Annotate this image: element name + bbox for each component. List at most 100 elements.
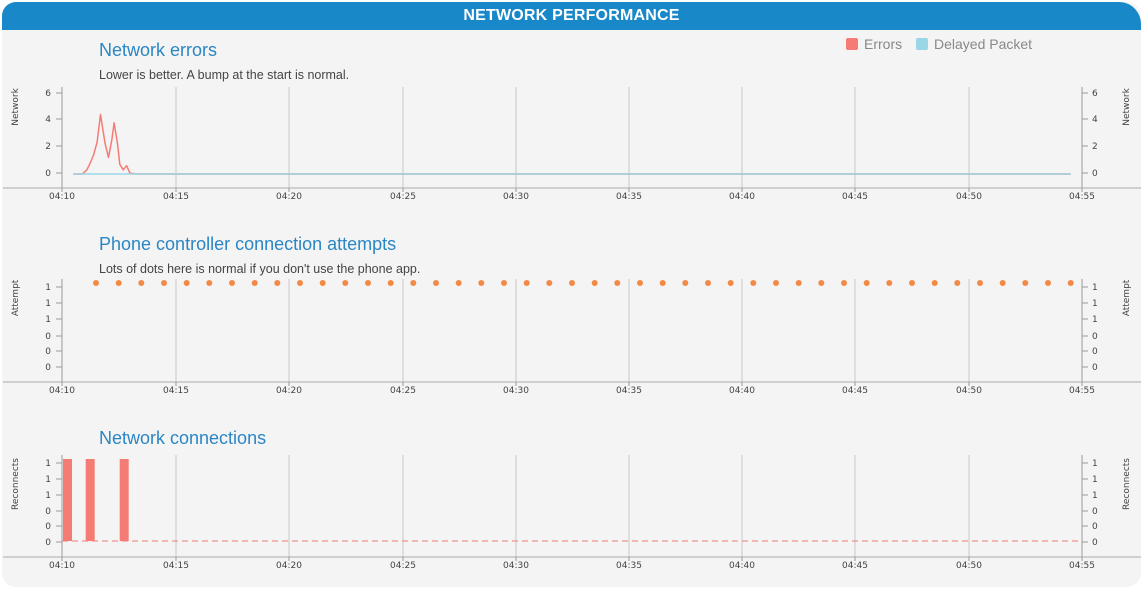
- panel-title: NETWORK PERFORMANCE: [463, 7, 680, 24]
- chart-2-y-tick-label-right: 1: [1092, 283, 1098, 293]
- chart-1-y-axis-label-left: Network: [11, 87, 21, 125]
- chart-3-y-tick-label-left: 1: [45, 459, 51, 469]
- panel-header: NETWORK PERFORMANCE: [2, 2, 1141, 30]
- chart-1-x-tick-label: 04:20: [276, 192, 302, 202]
- attempt-dot: [727, 280, 734, 286]
- chart-1-x-tick-label: 04:45: [842, 192, 868, 202]
- chart-2-y-tick-label-right: 0: [1092, 332, 1098, 342]
- reconnect-bar: [119, 459, 129, 541]
- attempt-dot: [115, 280, 122, 286]
- chart-2-x-tick-label: 04:35: [616, 386, 642, 396]
- chart-1-x-tick-label: 04:15: [163, 192, 189, 202]
- attempt-dot: [773, 280, 779, 286]
- chart-1-y-axis-label-right: Network: [1122, 87, 1132, 125]
- chart-2-y-tick-label-left: 1: [45, 299, 51, 309]
- chart-2-y-tick-label-right: 0: [1092, 363, 1098, 373]
- attempt-dot: [1022, 280, 1029, 286]
- attempt-dot: [682, 280, 689, 286]
- attempt-dot: [909, 280, 915, 286]
- chart-3-y-tick-label-left: 0: [45, 507, 51, 517]
- chart-3-x-tick-label: 04:40: [729, 561, 755, 571]
- chart-1-x-tick-label: 04:25: [390, 192, 416, 202]
- attempt-dot: [365, 280, 371, 286]
- chart-1-legend-swatch: [846, 38, 858, 50]
- chart-1-legend-swatch: [916, 38, 928, 50]
- chart-3-y-tick-label-right: 1: [1092, 459, 1098, 469]
- chart-3-x-tick-label: 04:30: [503, 561, 529, 571]
- reconnect-bar: [63, 459, 72, 541]
- chart-2-y-tick-label-right: 1: [1092, 299, 1098, 309]
- attempt-dot: [569, 280, 575, 286]
- attempt-dot: [274, 280, 281, 286]
- chart-3-title: Network connections: [99, 428, 266, 448]
- errors-line: [73, 113, 1071, 175]
- attempt-dot: [886, 280, 893, 286]
- attempt-dot: [433, 280, 439, 286]
- chart-1-y-tick-label-right: 0: [1092, 169, 1098, 179]
- chart-1-legend-label: Errors: [864, 36, 902, 52]
- attempt-dot: [705, 280, 711, 286]
- attempt-dot: [999, 280, 1006, 286]
- chart-1-y-tick-label-left: 0: [45, 169, 51, 179]
- attempt-dot: [977, 280, 983, 286]
- chart-2-x-tick-label: 04:50: [956, 386, 982, 396]
- attempt-dot: [297, 280, 303, 286]
- attempt-dot: [818, 280, 825, 286]
- chart-2-y-axis-label-right: Attempt: [1122, 279, 1132, 316]
- chart-3-x-tick-label: 04:15: [163, 561, 189, 571]
- attempt-dot: [863, 280, 870, 286]
- chart-2-x-tick-label: 04:20: [276, 386, 302, 396]
- chart-3-y-tick-label-right: 1: [1092, 475, 1098, 485]
- chart-1-x-tick-label: 04:55: [1069, 192, 1095, 202]
- attempt-dot: [1067, 280, 1074, 286]
- attempt-dot: [161, 280, 167, 286]
- chart-3-y-tick-label-right: 0: [1092, 507, 1098, 517]
- chart-3-y-tick-label-left: 0: [45, 522, 51, 532]
- attempt-dot: [478, 280, 485, 286]
- chart-1-y-tick-label-left: 4: [45, 115, 51, 125]
- attempt-dot: [229, 280, 235, 286]
- chart-1-subtitle: Lower is better. A bump at the start is …: [99, 68, 349, 82]
- chart-2-y-tick-label-left: 0: [45, 347, 51, 357]
- chart-1-x-tick-label: 04:40: [729, 192, 755, 202]
- chart-1-x-tick-label: 04:35: [616, 192, 642, 202]
- chart-1-legend-label: Delayed Packet: [934, 36, 1032, 52]
- attempt-dot: [138, 280, 145, 286]
- chart-1-x-tick-label: 04:30: [503, 192, 529, 202]
- attempt-dot: [183, 280, 190, 286]
- chart-2-y-tick-label-left: 1: [45, 315, 51, 325]
- attempt-dot: [614, 280, 621, 286]
- chart-2-subtitle: Lots of dots here is normal if you don't…: [99, 262, 420, 276]
- chart-3-y-tick-label-right: 0: [1092, 538, 1098, 548]
- attempt-dot: [93, 280, 99, 286]
- chart-3-x-tick-label: 04:25: [390, 561, 416, 571]
- reconnect-bar: [85, 459, 95, 541]
- chart-1-y-tick-label-left: 6: [45, 89, 51, 99]
- attempt-dot: [410, 280, 417, 286]
- chart-2-x-tick-label: 04:15: [163, 386, 189, 396]
- attempt-dot: [750, 280, 757, 286]
- chart-2-x-tick-label: 04:25: [390, 386, 416, 396]
- chart-1-y-tick-label-right: 2: [1092, 142, 1098, 152]
- chart-1-y-tick-label-right: 4: [1092, 115, 1098, 125]
- chart-3-y-axis-label-left: Reconnects: [11, 458, 21, 510]
- chart-3-x-tick-label: 04:10: [49, 561, 75, 571]
- attempt-dot: [1045, 280, 1051, 286]
- chart-3-x-tick-label: 04:55: [1069, 561, 1095, 571]
- chart-3-y-tick-label-left: 1: [45, 491, 51, 501]
- chart-2-x-tick-label: 04:45: [842, 386, 868, 396]
- chart-1-y-tick-label-left: 2: [45, 142, 51, 152]
- chart-2-x-tick-label: 04:10: [49, 386, 75, 396]
- chart-3-y-tick-label-left: 0: [45, 538, 51, 548]
- chart-2-x-tick-label: 04:55: [1069, 386, 1095, 396]
- attempt-dot: [659, 280, 666, 286]
- attempt-dot: [931, 280, 938, 286]
- attempt-dot: [523, 280, 530, 286]
- chart-3-y-axis-label-right: Reconnects: [1122, 458, 1132, 510]
- chart-2-x-tick-label: 04:40: [729, 386, 755, 396]
- chart-3-x-tick-label: 04:35: [616, 561, 642, 571]
- chart-2-y-tick-label-right: 1: [1092, 315, 1098, 325]
- chart-2-y-tick-label-right: 0: [1092, 347, 1098, 357]
